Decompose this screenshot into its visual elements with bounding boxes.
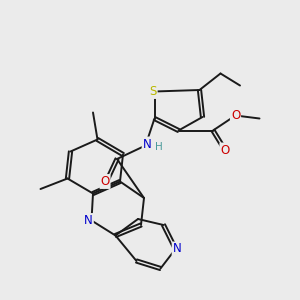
Text: N: N	[142, 137, 152, 151]
Text: O: O	[100, 175, 109, 188]
Text: O: O	[220, 143, 230, 157]
Text: N: N	[84, 214, 93, 227]
Text: H: H	[155, 142, 163, 152]
Text: S: S	[149, 85, 157, 98]
Text: O: O	[231, 109, 240, 122]
Text: N: N	[172, 242, 182, 256]
